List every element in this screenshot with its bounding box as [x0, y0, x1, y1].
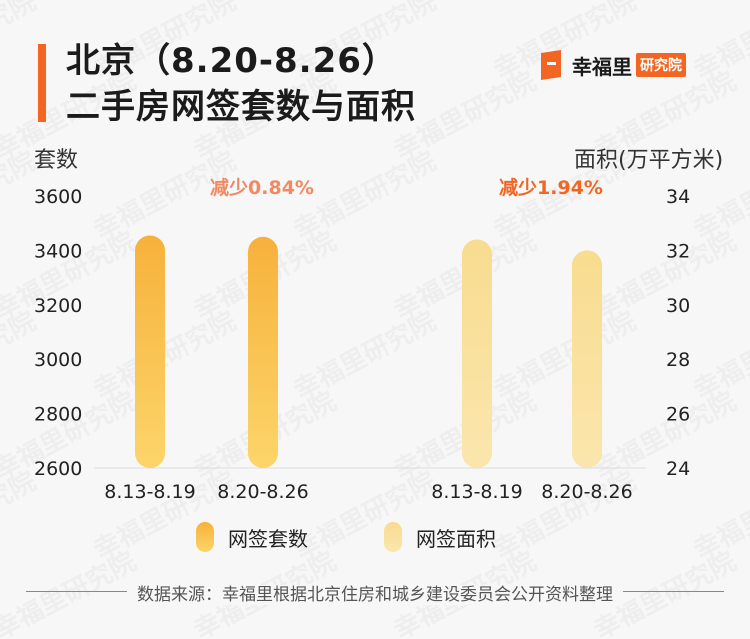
y-left-tick-label: 3200	[34, 295, 82, 317]
y-right-tick-label: 28	[666, 349, 690, 371]
change-annotation-count: 减少0.84%	[210, 176, 314, 199]
y-right-tick-label: 24	[666, 458, 690, 480]
brand-logo: 幸福里 研究院	[538, 50, 686, 80]
x-tick-label: 8.20-8.26	[541, 481, 632, 503]
chart-title: 北京（8.20-8.26） 二手房网签套数与面积	[66, 38, 416, 130]
bar-area-0	[462, 239, 492, 468]
source-text: 数据来源：幸福里根据北京住房和城乡建设委员会公开资料整理	[127, 585, 623, 605]
brand-name: 幸福里	[572, 54, 632, 79]
bar-area-1	[572, 250, 602, 468]
x-tick-label: 8.13-8.19	[431, 481, 522, 503]
bar-count-0	[135, 235, 165, 468]
y-left-tick-label: 2600	[34, 458, 82, 480]
y-right-tick-label: 34	[666, 186, 690, 208]
y-right-tick-label: 32	[666, 240, 690, 262]
y-right-tick-label: 30	[666, 295, 690, 317]
chart-title-line1: 北京（8.20-8.26）	[66, 41, 397, 81]
y-axis-left-title: 套数	[34, 148, 79, 173]
source-note: 数据来源：幸福里根据北京住房和城乡建设委员会公开资料整理	[0, 580, 750, 605]
legend-swatch-area	[384, 522, 402, 552]
y-axis-right-title: 面积(万平方米)	[574, 148, 724, 173]
y-left-tick-label: 3600	[34, 186, 82, 208]
bar-count-1	[248, 236, 278, 468]
x-tick-label: 8.20-8.26	[217, 481, 308, 503]
title-accent-bar	[38, 44, 46, 122]
legend-label-count: 网签套数	[228, 526, 308, 551]
y-left-tick-label: 3000	[34, 349, 82, 371]
legend-item-count: 网签套数	[196, 522, 308, 552]
y-left-tick-label: 2800	[34, 404, 82, 426]
chart-title-line2: 二手房网签套数与面积	[66, 87, 416, 127]
x-tick-label: 8.13-8.19	[104, 481, 195, 503]
legend-swatch-count	[196, 522, 214, 552]
change-annotation-area: 减少1.94%	[499, 176, 603, 199]
legend-item-area: 网签面积	[384, 522, 496, 552]
legend-label-area: 网签面积	[416, 526, 496, 551]
y-left-tick-label: 3400	[34, 240, 82, 262]
y-right-tick-label: 26	[666, 404, 690, 426]
brand-tag: 研究院	[636, 53, 686, 77]
brand-logo-icon	[538, 50, 564, 80]
